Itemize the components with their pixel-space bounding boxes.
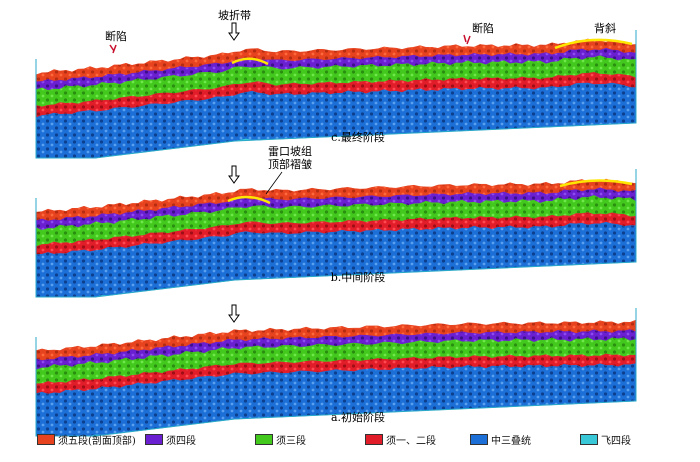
panel-c-frame-top <box>635 30 637 44</box>
legend-item: 须四段 <box>145 432 196 447</box>
anticline-arch <box>554 38 633 50</box>
fold-pointer <box>265 171 283 195</box>
legend-item: 飞四段 <box>580 432 631 447</box>
legend-item: 须三段 <box>255 432 306 447</box>
panel-b-model-boundary <box>35 169 637 298</box>
panel-initial-stage <box>35 308 637 437</box>
fault-marker-left <box>109 44 117 54</box>
legend-label: 中三叠统 <box>491 436 531 447</box>
slope-break-label: 坡折带 <box>218 8 251 22</box>
legend-swatch <box>145 434 163 445</box>
panel-c-model-boundary <box>35 30 637 159</box>
slope-break-arrow-b <box>228 165 240 184</box>
slope-break-arrow <box>228 22 240 41</box>
panel-middle-stage <box>35 169 637 298</box>
legend-label: 须三段 <box>276 436 306 447</box>
panel-a-frame-top <box>635 308 637 322</box>
caption-final-stage: c.最终阶段 <box>331 130 385 144</box>
fold-arch-c <box>231 57 269 66</box>
legend-swatch <box>580 434 598 445</box>
panel-b-frame-top <box>635 169 637 183</box>
caption-initial-stage: a.初始阶段 <box>331 410 385 424</box>
legend-label: 须四段 <box>166 436 196 447</box>
legend-item: 须五段(剖面顶部) <box>37 432 136 447</box>
fault-marker-right <box>463 34 471 45</box>
legend-label: 飞四段 <box>601 436 631 447</box>
legend-label: 须一、二段 <box>386 436 436 447</box>
legend-label: 须五段(剖面顶部) <box>58 436 136 447</box>
fault-label-left: 断陷 <box>105 29 127 43</box>
slope-break-arrow-a <box>228 304 240 323</box>
panel-a-model-boundary <box>35 308 637 437</box>
anticline-arch-b <box>559 179 633 188</box>
legend-swatch <box>255 434 273 445</box>
fold-arch-b <box>227 195 271 205</box>
formation-note-line1: 雷口坡组 <box>268 144 312 158</box>
legend-item: 中三叠统 <box>470 432 531 447</box>
legend-swatch <box>365 434 383 445</box>
legend-item: 须一、二段 <box>365 432 436 447</box>
legend: 须五段(剖面顶部) 须四段 须三段 须一、二段 中三叠统 飞四段 <box>0 426 700 456</box>
panel-final-stage <box>35 30 637 159</box>
formation-note-line2: 顶部褶皱 <box>268 157 312 171</box>
legend-swatch <box>470 434 488 445</box>
fault-label-right: 断陷 <box>472 21 494 35</box>
caption-middle-stage: b.中间阶段 <box>331 270 386 284</box>
legend-swatch <box>37 434 55 445</box>
anticline-label: 背斜 <box>594 21 616 35</box>
